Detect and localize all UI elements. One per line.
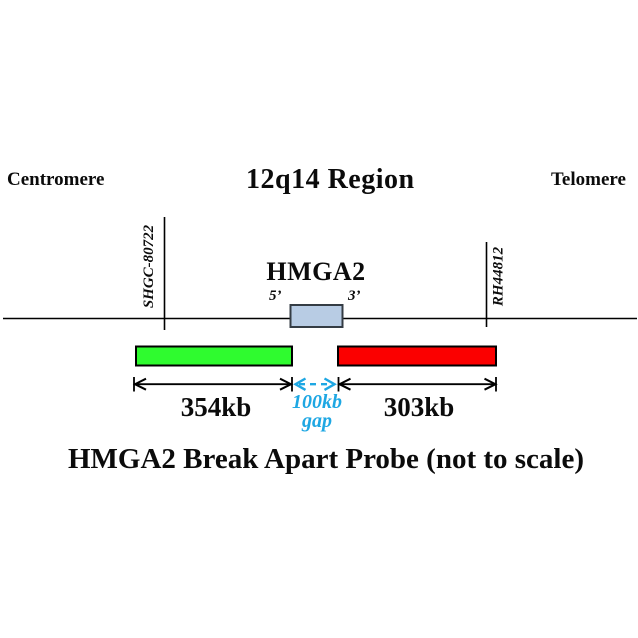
gap-size-line2: gap xyxy=(302,410,332,432)
arrowhead-left-icon xyxy=(132,377,147,391)
gene-name-label: HMGA2 xyxy=(266,257,366,286)
red-span-arrow xyxy=(337,377,498,392)
arrowhead-right-icon xyxy=(484,377,498,391)
green-probe-bar xyxy=(135,345,293,367)
gap-arrowhead-right-icon xyxy=(323,377,337,391)
marker-label-rh44812: RH44812 xyxy=(490,246,507,307)
diagram-caption: HMGA2 Break Apart Probe (not to scale) xyxy=(67,443,585,475)
five-prime-label: 5’ xyxy=(269,288,282,304)
marker-label-shgc80722: SHGC-80722 xyxy=(141,224,157,309)
green-span-arrow xyxy=(132,377,294,392)
arrowhead-right-icon xyxy=(279,377,294,391)
gap-span-arrow xyxy=(293,377,337,391)
gene-box xyxy=(289,304,344,328)
centromere-label: Centromere xyxy=(7,169,105,190)
arrowhead-left-icon xyxy=(337,377,351,391)
telomere-label: Telomere xyxy=(551,169,626,190)
red-span-size-label: 303kb xyxy=(383,392,455,422)
gap-size-label: 100kb gap xyxy=(277,391,357,432)
region-title: 12q14 Region xyxy=(246,164,415,195)
three-prime-label: 3’ xyxy=(348,288,361,304)
gap-arrowhead-left-icon xyxy=(293,377,307,391)
red-probe-bar xyxy=(337,345,497,367)
green-span-size-label: 354kb xyxy=(180,392,252,422)
gap-size-line1: 100kb xyxy=(292,391,342,413)
